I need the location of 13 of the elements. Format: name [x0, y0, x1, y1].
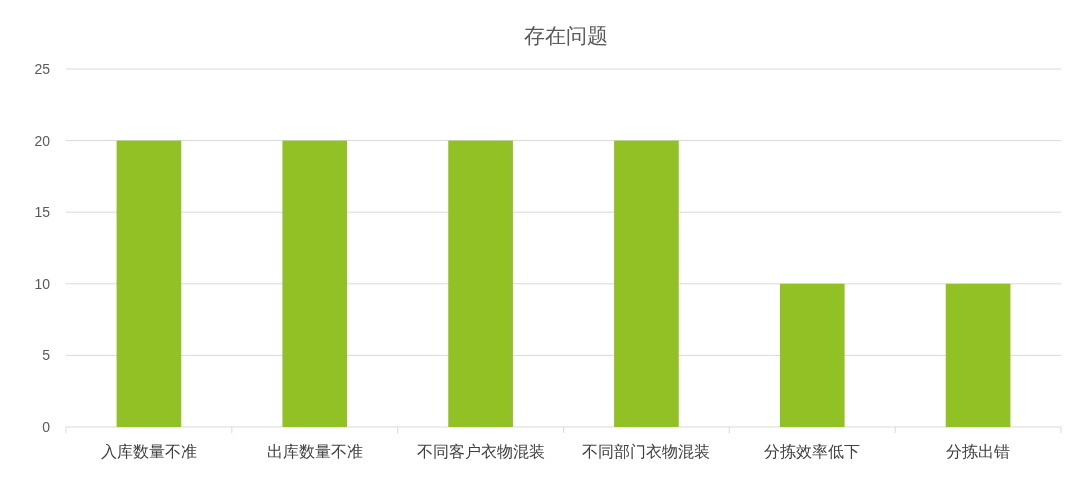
x-tick-label: 分拣出错 — [946, 442, 1011, 461]
x-tick-label: 不同部门衣物混装 — [582, 442, 711, 461]
y-tick-label: 20 — [34, 132, 51, 149]
y-tick-label: 10 — [34, 275, 51, 292]
x-tick-label: 分拣效率低下 — [764, 442, 861, 461]
x-tick-label: 入库数量不准 — [100, 442, 197, 461]
y-tick-label: 25 — [34, 61, 51, 77]
y-tick-label: 15 — [34, 204, 51, 221]
y-tick-label: 5 — [42, 347, 51, 364]
x-tick-label: 出库数量不准 — [266, 442, 363, 461]
y-tick-label: 0 — [42, 419, 51, 435]
chart-title: 存在问题 — [523, 24, 608, 48]
x-tick-label: 不同客户衣物混装 — [416, 442, 545, 461]
